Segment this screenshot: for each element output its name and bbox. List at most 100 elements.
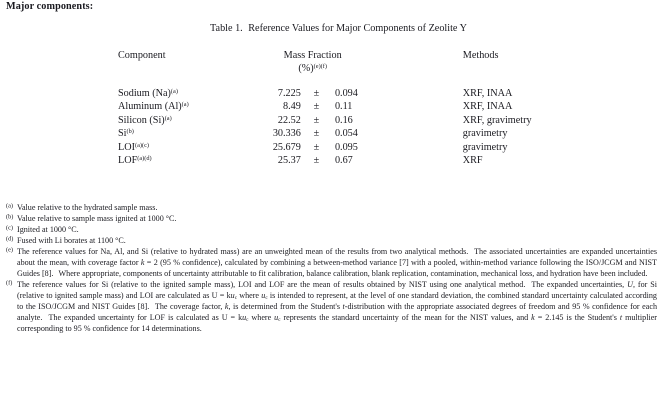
cell-methods: XRF, INAA: [462, 101, 513, 113]
cell-spacer: [394, 114, 439, 127]
table-container: Component Mass Fraction (%)(e)(f) Method…: [118, 50, 638, 167]
footnote-c: (c) Ignited at 1000 °C.: [6, 225, 657, 236]
spacer-cell: [394, 76, 439, 87]
component-name: Silicon (Si): [118, 114, 165, 126]
cell-spacer: [394, 141, 439, 154]
footnote-marker-a: (a): [6, 203, 17, 214]
cell-value: 8.49: [283, 101, 301, 113]
reference-values-table: Component Mass Fraction (%)(e)(f) Method…: [118, 50, 638, 167]
table-head: Component Mass Fraction (%)(e)(f) Method…: [118, 50, 638, 87]
spacer-cell: [232, 76, 308, 87]
cell-methods: XRF, INAA: [462, 87, 513, 99]
cell-uncertainty: 0.67: [334, 154, 353, 166]
cell-spacer: [394, 154, 439, 167]
cell-plus-minus: ±: [313, 87, 320, 99]
column-header-methods: Methods: [462, 50, 499, 61]
table-caption: Table 1. Reference Values for Major Comp…: [0, 23, 663, 34]
component-footnote-refs: (b): [126, 128, 134, 136]
column-header-spacer: [394, 50, 439, 76]
footnote-b: (b) Value relative to sample mass ignite…: [6, 214, 657, 225]
table-caption-text: Reference Values for Major Components of…: [248, 23, 467, 34]
cell-plus-minus: ±: [313, 154, 320, 166]
footnote-a: (a) Value relative to the hydrated sampl…: [6, 203, 657, 214]
cell-value: 30.336: [272, 128, 301, 140]
cell-spacer: [394, 100, 439, 113]
table-body: Sodium (Na)(a) 7.225 ± 0.094 XRF, INAA A…: [118, 87, 638, 167]
cell-methods: gravimetry: [462, 141, 508, 153]
cell-uncertainty: 0.095: [334, 141, 358, 153]
component-footnote-refs: (a): [181, 101, 189, 109]
footnote-d-text: Fused with Li borates at 1100 °C.: [17, 236, 126, 246]
component-footnote-refs: (a): [170, 88, 178, 96]
footnote-e: (e) The reference values for Na, Al, and…: [6, 247, 657, 279]
cell-plus-minus: ±: [313, 141, 320, 153]
cell-plus-minus: ±: [313, 128, 320, 140]
component-footnote-refs: (a)(d): [137, 155, 152, 163]
column-header-mass-fraction-label: Mass Fraction: [283, 50, 342, 61]
cell-value: 25.37: [277, 154, 301, 166]
spacer-cell: [439, 76, 638, 87]
footnote-marker-e-text: (e): [6, 246, 13, 254]
footnote-marker-d: (d): [6, 236, 17, 247]
footnote-marker-f-text: (f): [6, 279, 13, 287]
footnote-b-text: Value relative to sample mass ignited at…: [17, 214, 177, 224]
cell-methods: XRF: [462, 154, 483, 166]
table-row: Sodium (Na)(a) 7.225 ± 0.094 XRF, INAA: [118, 87, 638, 100]
footnote-e-text: The reference values for Na, Al, and Si …: [17, 247, 658, 278]
cell-spacer: [394, 87, 439, 100]
cell-uncertainty: 0.16: [334, 114, 353, 126]
footnote-f: (f) The reference values for Si (relativ…: [6, 280, 657, 334]
cell-component: Si(b): [118, 127, 232, 140]
spacer-cell: [308, 76, 325, 87]
table-header-spacer-row: [118, 76, 638, 87]
table-header-row: Component Mass Fraction (%)(e)(f) Method…: [118, 50, 638, 76]
component-name: LOF: [118, 154, 138, 166]
cell-component: Aluminum (Al)(a): [118, 100, 232, 113]
footnote-marker-e: (e): [6, 247, 17, 258]
footnote-marker-c: (c): [6, 225, 17, 236]
footnote-marker-a-text: (a): [6, 202, 13, 210]
cell-methods: gravimetry: [462, 128, 508, 140]
footnote-d: (d) Fused with Li borates at 1100 °C.: [6, 236, 657, 247]
footnote-f-text: The reference values for Si (relative to…: [17, 280, 657, 333]
column-header-component: Component: [118, 50, 166, 61]
component-name: Si: [118, 128, 127, 140]
component-name: Aluminum (Al): [118, 101, 182, 113]
footnote-c-text: Ignited at 1000 °C.: [17, 225, 79, 235]
cell-component: LOI(a)(c): [118, 141, 232, 154]
footnotes-block: (a) Value relative to the hydrated sampl…: [6, 203, 657, 335]
section-heading: Major components:: [6, 1, 94, 12]
footnote-marker-f: (f): [6, 280, 17, 291]
cell-uncertainty: 0.094: [334, 87, 358, 99]
cell-component: Silicon (Si)(a): [118, 114, 232, 127]
cell-plus-minus: ±: [313, 101, 320, 113]
footnote-marker-c-text: (c): [6, 224, 13, 232]
table-label: Table 1.: [210, 23, 243, 34]
footnote-marker-b-text: (b): [6, 213, 14, 221]
table-row: Si(b) 30.336 ± 0.054 gravimetry: [118, 127, 638, 140]
cell-component: Sodium (Na)(a): [118, 87, 232, 100]
table-row: LOF(a)(d) 25.37 ± 0.67 XRF: [118, 154, 638, 167]
cell-value: 7.225: [277, 87, 301, 99]
table-row: Aluminum (Al)(a) 8.49 ± 0.11 XRF, INAA: [118, 100, 638, 113]
mass-fraction-unit-footnote-refs: (e)(f): [313, 63, 327, 71]
footnote-marker-b: (b): [6, 214, 17, 225]
column-header-mass-fraction: Mass Fraction (%)(e)(f): [232, 50, 394, 76]
footnote-marker-d-text: (d): [6, 235, 14, 243]
table-row: LOI(a)(c) 25.679 ± 0.095 gravimetry: [118, 141, 638, 154]
footnote-a-text: Value relative to the hydrated sample ma…: [17, 203, 158, 212]
cell-component: LOF(a)(d): [118, 154, 232, 167]
spacer-cell: [325, 76, 394, 87]
cell-value: 25.679: [272, 141, 301, 153]
cell-spacer: [394, 127, 439, 140]
cell-methods: XRF, gravimetry: [462, 114, 532, 126]
component-name: LOI: [118, 141, 135, 153]
mass-fraction-unit-text: (%): [298, 63, 314, 75]
spacer-cell: [118, 76, 232, 87]
cell-uncertainty: 0.11: [334, 101, 353, 113]
cell-plus-minus: ±: [313, 114, 320, 126]
component-footnote-refs: (a): [164, 114, 172, 122]
cell-value: 22.52: [277, 114, 301, 126]
component-name: Sodium (Na): [118, 87, 171, 99]
